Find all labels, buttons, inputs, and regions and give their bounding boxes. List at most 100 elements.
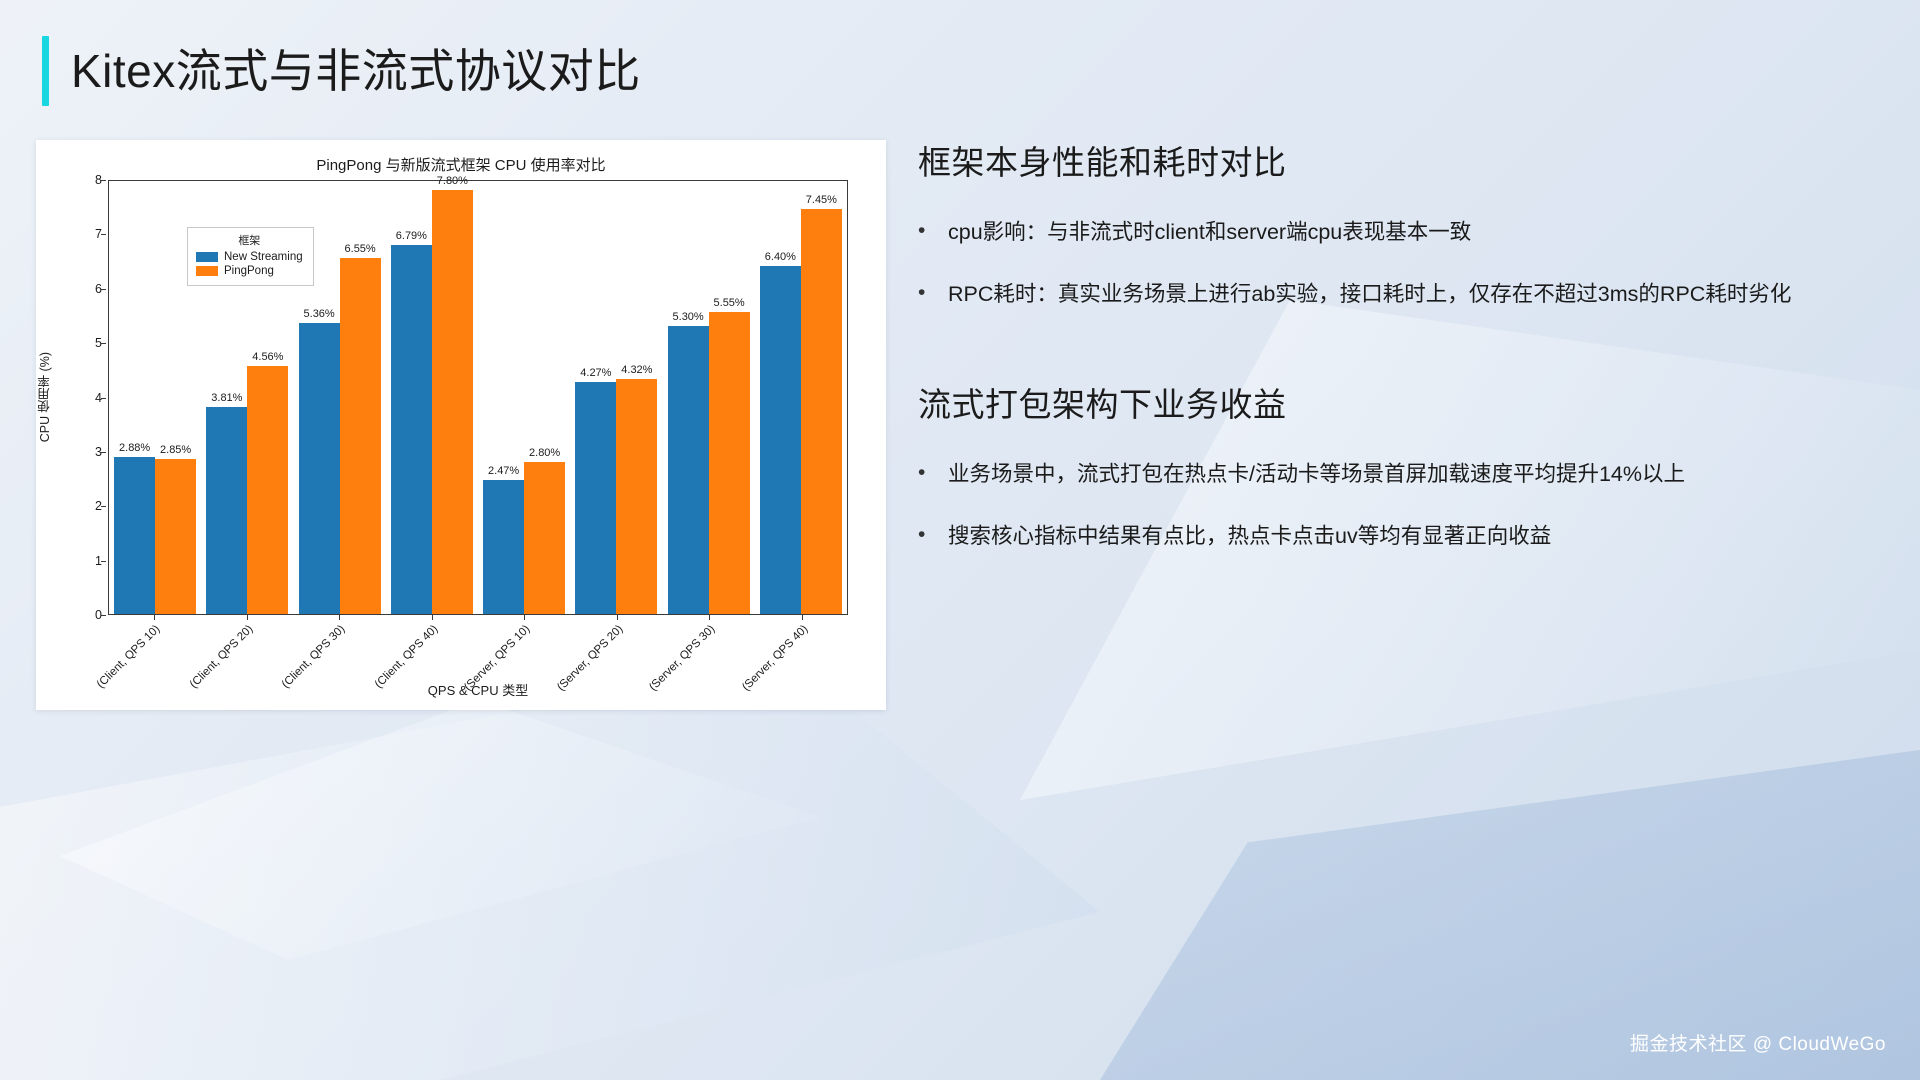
bar[interactable]	[800, 208, 842, 614]
y-axis-tick-mark	[101, 234, 106, 236]
y-axis-tick-mark	[101, 560, 106, 562]
bullet-item: • RPC耗时：真实业务场景上进行ab实验，接口耗时上，仅存在不超过3ms的RPC…	[918, 276, 1858, 312]
bar[interactable]	[247, 366, 289, 614]
bar[interactable]	[759, 266, 801, 614]
bar-group: 3.81% 4.56%	[201, 181, 293, 614]
bar-wrapper: 6.40%	[759, 181, 801, 614]
legend-swatch-icon	[196, 266, 218, 276]
bar[interactable]	[206, 406, 248, 614]
bullet-text: 业务场景中，流式打包在热点卡/活动卡等场景首屏加载速度平均提升14%以上	[948, 462, 1686, 486]
y-axis-tick: 1	[95, 554, 106, 568]
page-title: Kitex流式与非流式协议对比	[71, 45, 641, 97]
content-section: 框架本身性能和耗时对比 • cpu影响：与非流式时client和server端cpu…	[918, 136, 1858, 312]
bar-value-label: 4.56%	[252, 351, 284, 364]
chart-bars: 2.88% 2.85% 3.81% 4.56% 5.36% 6.55% 6.79% 7.80%…	[109, 175, 847, 614]
chart-y-axis-ticks: 0 1 2 3 4 5 6 7 8	[36, 173, 108, 622]
chart-figure: PingPong 与新版流式框架 CPU 使用率对比 CPU 使用率 (%) 0…	[36, 140, 886, 710]
section-heading: 框架本身性能和耗时对比	[918, 144, 1287, 181]
bar-wrapper: 2.88%	[114, 181, 156, 614]
chart-card: PingPong 与新版流式框架 CPU 使用率对比 CPU 使用率 (%) 0…	[36, 140, 886, 710]
bullet-marker-icon: •	[918, 281, 926, 304]
bullet-text: cpu影响：与非流式时client和server端cpu表现基本一致	[948, 220, 1472, 244]
legend-item[interactable]: PingPong	[196, 265, 303, 277]
bullet-item: • cpu影响：与非流式时client和server端cpu表现基本一致	[918, 214, 1858, 250]
bar-value-label: 5.55%	[713, 297, 745, 310]
bar-value-label: 6.40%	[764, 251, 796, 263]
y-axis-tick: 7	[95, 227, 106, 241]
chart-x-axis-label: QPS & CPU 类型	[427, 683, 529, 698]
bar[interactable]	[483, 479, 525, 614]
bullet-item: • 搜索核心指标中结果有点比，热点卡点击uv等均有显著正向收益	[918, 518, 1858, 554]
bar[interactable]	[708, 312, 750, 614]
legend-item-label: PingPong	[224, 265, 274, 277]
bar[interactable]	[155, 459, 197, 614]
bar[interactable]	[298, 322, 340, 614]
content-panel: 框架本身性能和耗时对比 • cpu影响：与非流式时client和server端cpu…	[918, 136, 1858, 588]
bar[interactable]	[431, 189, 473, 614]
bar-value-label: 7.80%	[436, 174, 468, 187]
bar-value-label: 2.47%	[488, 464, 520, 477]
bar-wrapper: 4.32%	[616, 181, 658, 614]
x-axis-tick-mark	[246, 615, 248, 620]
bar[interactable]	[575, 381, 617, 614]
bullet-marker-icon: •	[918, 219, 926, 242]
bar-value-label: 2.85%	[160, 444, 192, 457]
bar-wrapper: 2.80%	[524, 181, 566, 614]
bar-value-label: 3.81%	[211, 391, 243, 404]
bar-value-label: 2.80%	[529, 446, 561, 459]
bar[interactable]	[667, 325, 709, 614]
y-axis-tick: 3	[95, 445, 106, 459]
bar-wrapper: 5.30%	[667, 181, 709, 614]
bar-value-label: 2.88%	[119, 442, 151, 455]
bar-value-label: 5.30%	[672, 310, 704, 323]
bar-wrapper: 6.55%	[339, 181, 381, 614]
bullet-marker-icon: •	[918, 523, 926, 546]
bullet-text: 搜索核心指标中结果有点比，热点卡点击uv等均有显著正向收益	[948, 524, 1552, 548]
x-axis-tick-mark	[524, 615, 526, 620]
bar-wrapper: 7.80%	[431, 175, 473, 614]
background-decoration-2	[0, 660, 1100, 1080]
bar-wrapper: 2.47%	[483, 181, 525, 614]
bar-wrapper: 4.56%	[247, 181, 289, 614]
chart-title: PingPong 与新版流式框架 CPU 使用率对比	[316, 157, 606, 174]
bar-group: 2.88% 2.85%	[109, 181, 201, 614]
bar-wrapper: 2.85%	[155, 181, 197, 614]
bar[interactable]	[339, 257, 381, 614]
bar-value-label: 4.27%	[580, 366, 612, 379]
x-axis-tick-mark	[431, 615, 433, 620]
bar-value-label: 5.36%	[303, 307, 335, 320]
x-axis-tick-mark	[616, 615, 618, 620]
bar[interactable]	[524, 461, 566, 614]
bullet-text: RPC耗时：真实业务场景上进行ab实验，接口耗时上，仅存在不超过3ms的RPC耗…	[948, 282, 1792, 306]
bar-group: 6.40% 7.45%	[755, 181, 847, 614]
x-axis-tick-mark	[709, 615, 711, 620]
chart-x-axis-ticks: (Client, QPS 10) (Client, QPS 20) (Client,…	[95, 615, 848, 705]
bar-wrapper: 6.79%	[390, 181, 432, 614]
bar[interactable]	[390, 244, 432, 614]
y-axis-tick: 5	[95, 336, 106, 350]
bar-wrapper: 4.27%	[575, 181, 617, 614]
bar-group: 5.36% 6.55%	[294, 181, 386, 614]
bar-group: 6.79% 7.80%	[386, 175, 478, 614]
y-axis-tick: 2	[95, 499, 106, 513]
bar-value-label: 7.45%	[805, 193, 837, 206]
bullet-item: • 业务场景中，流式打包在热点卡/活动卡等场景首屏加载速度平均提升14%以上	[918, 456, 1858, 492]
y-axis-tick-mark	[101, 451, 106, 453]
x-axis-tick-mark	[801, 615, 803, 620]
legend-title: 框架	[238, 235, 261, 247]
y-axis-tick-mark	[101, 615, 106, 616]
bullet-marker-icon: •	[918, 461, 926, 484]
background-decoration-4	[60, 700, 820, 960]
section-heading: 流式打包架构下业务收益	[918, 386, 1287, 423]
content-section: 流式打包架构下业务收益 • 业务场景中，流式打包在热点卡/活动卡等场景首屏加载速度平…	[918, 378, 1858, 554]
bar[interactable]	[114, 457, 156, 614]
x-axis-tick-mark	[154, 615, 156, 620]
y-axis-tick: 0	[95, 608, 106, 622]
bar[interactable]	[616, 379, 658, 614]
y-axis-tick-mark	[101, 397, 106, 399]
bar-wrapper: 7.45%	[800, 181, 842, 614]
chart-plot-area: 2.88% 2.85% 3.81% 4.56% 5.36% 6.55% 6.79% 7.80%…	[108, 175, 848, 615]
y-axis-tick: 8	[95, 173, 106, 187]
bar-group: 5.30% 5.55%	[663, 181, 755, 614]
legend-item[interactable]: New Streaming	[196, 251, 303, 263]
